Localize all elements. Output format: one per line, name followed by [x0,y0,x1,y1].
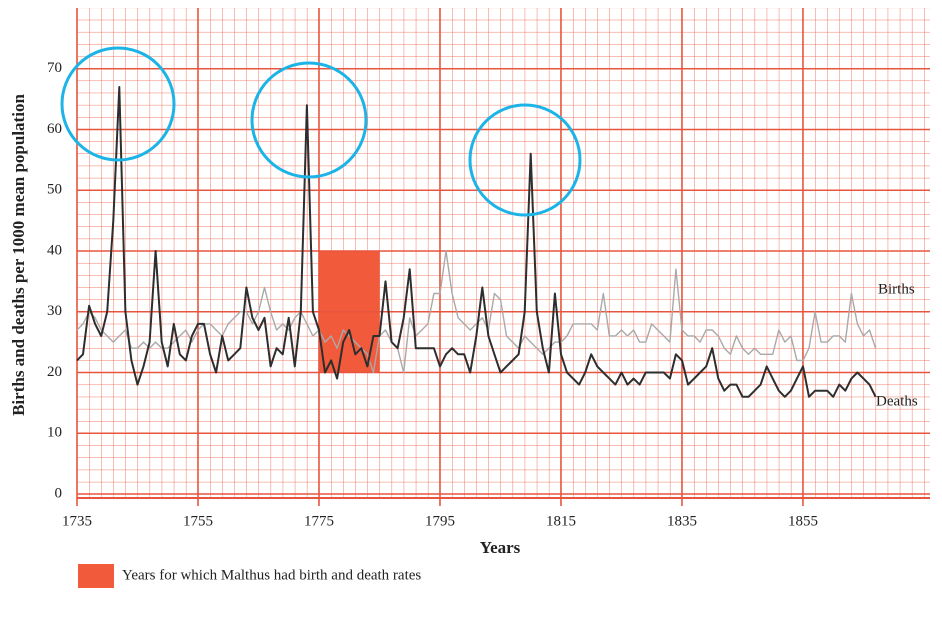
y-tick-label: 70 [47,60,62,76]
y-axis-title: Births and deaths per 1000 mean populati… [9,94,28,416]
x-tick-label: 1735 [62,513,92,529]
y-tick-label: 10 [47,425,62,441]
annotation-circle [250,61,368,179]
series-label: Deaths [876,393,918,409]
x-tick-label: 1755 [183,513,213,529]
x-tick-label: 1835 [667,513,697,529]
y-tick-label: 50 [47,182,62,198]
x-tick-label: 1775 [304,513,334,529]
minor-grid [77,8,930,498]
x-axis-title: Years [480,538,521,557]
legend-swatch [78,564,114,588]
series-label: Births [878,281,915,297]
legend-label: Years for which Malthus had birth and de… [122,567,421,583]
annotation-circle [60,46,176,162]
y-tick-label: 30 [47,303,62,319]
y-tick-label: 20 [47,364,62,380]
plot [76,8,930,506]
y-tick-label: 40 [47,242,62,258]
y-tick-label: 0 [55,485,63,501]
x-tick-label: 1815 [546,513,576,529]
series-line [76,250,877,374]
x-tick-label: 1795 [425,513,455,529]
series-line [76,86,877,398]
x-tick-label: 1855 [788,513,818,529]
y-tick-label: 60 [47,121,62,137]
annotation-circle [468,103,582,217]
